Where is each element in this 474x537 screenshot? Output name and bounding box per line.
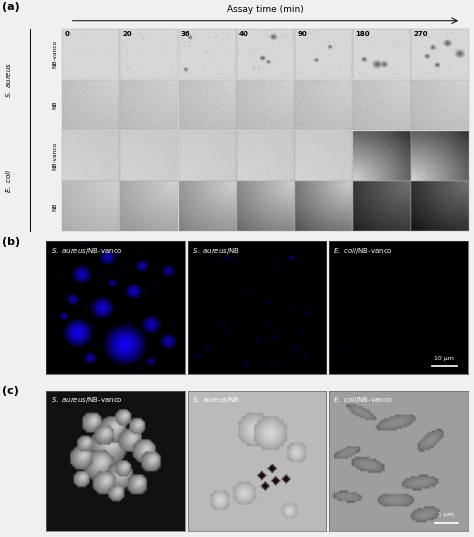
- Text: 40: 40: [239, 31, 249, 37]
- Text: NB: NB: [52, 101, 57, 109]
- Text: (a): (a): [2, 2, 20, 12]
- Text: $\it{S.\ aureus}$/NB-vanco: $\it{S.\ aureus}$/NB-vanco: [51, 395, 122, 405]
- Text: 36: 36: [181, 31, 191, 37]
- Text: $\it{E.\ coli}$/NB-vanco: $\it{E.\ coli}$/NB-vanco: [333, 246, 393, 257]
- Text: 90: 90: [297, 31, 307, 37]
- Text: $S.\ aureus$: $S.\ aureus$: [4, 62, 13, 98]
- Text: 180: 180: [356, 31, 370, 37]
- Text: (c): (c): [2, 386, 19, 396]
- Text: $E.\ coli$: $E.\ coli$: [4, 169, 13, 193]
- Text: 270: 270: [414, 31, 428, 37]
- Text: NB-vanco: NB-vanco: [52, 142, 57, 170]
- Text: $\it{S.\ aureus}$/NB: $\it{S.\ aureus}$/NB: [192, 395, 240, 405]
- Text: 0: 0: [64, 31, 69, 37]
- Text: 20: 20: [123, 31, 132, 37]
- Text: Assay time (min): Assay time (min): [227, 5, 304, 14]
- Text: (b): (b): [2, 237, 20, 248]
- Text: NB: NB: [52, 202, 57, 211]
- Text: $\it{E.\ coli}$/NB-vanco: $\it{E.\ coli}$/NB-vanco: [333, 395, 393, 405]
- Text: NB-vanco: NB-vanco: [52, 40, 57, 68]
- Text: 1 μm: 1 μm: [438, 512, 455, 517]
- Text: $\it{S.\ aureus}$/NB: $\it{S.\ aureus}$/NB: [192, 246, 240, 257]
- Text: 10 μm: 10 μm: [434, 356, 454, 361]
- Text: $\it{S.\ aureus}$/NB-vanco: $\it{S.\ aureus}$/NB-vanco: [51, 246, 122, 257]
